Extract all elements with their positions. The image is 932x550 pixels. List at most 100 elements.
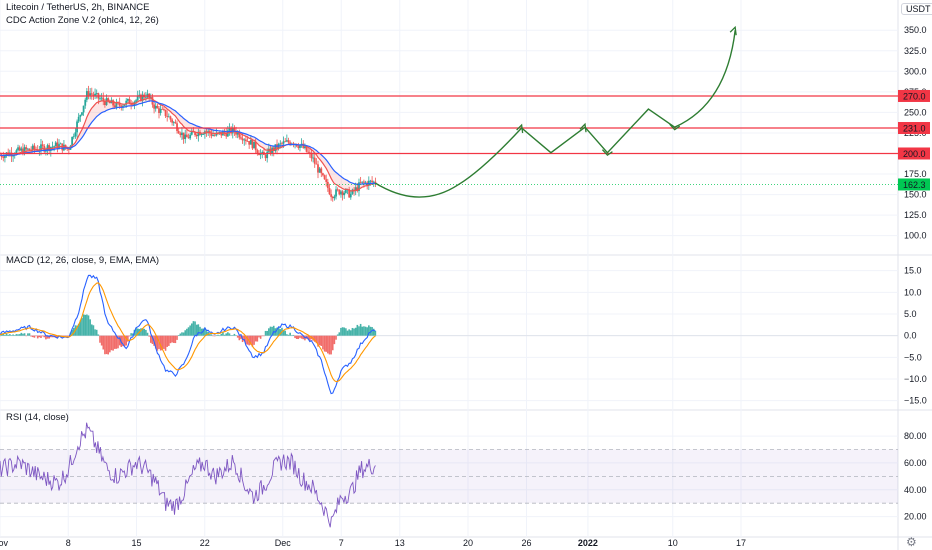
candle-body[interactable] [56,142,59,149]
candle-body[interactable] [344,189,347,193]
candle-body[interactable] [308,152,311,154]
candle-body[interactable] [77,116,80,122]
candle-body[interactable] [372,181,375,183]
candle-body[interactable] [48,145,51,151]
candle-body[interactable] [330,194,333,197]
candle-body[interactable] [15,150,18,155]
candle-body[interactable] [251,139,254,149]
rsi-pane[interactable] [0,422,898,528]
candle-body[interactable] [74,132,77,137]
candle-body[interactable] [2,156,5,158]
candle-body[interactable] [51,146,54,148]
candle-body[interactable] [166,116,169,117]
candle-body[interactable] [230,127,233,134]
candle-body[interactable] [287,140,290,143]
candle-body[interactable] [67,149,70,150]
candle-body[interactable] [174,122,177,124]
candle-body[interactable] [210,133,213,136]
candle-body[interactable] [172,122,175,124]
candle-body[interactable] [269,148,272,154]
candle-body[interactable] [246,140,249,142]
candle-body[interactable] [104,100,106,106]
candle-body[interactable] [123,104,126,106]
candle-body[interactable] [235,131,237,135]
candle-body[interactable] [231,127,234,134]
candle-body[interactable] [363,181,365,183]
candle-body[interactable] [336,189,339,191]
candle-body[interactable] [340,191,342,195]
candle-body[interactable] [118,102,121,106]
candle-body[interactable] [299,145,301,148]
candle-body[interactable] [253,141,255,149]
candle-body[interactable] [261,151,264,154]
candle-body[interactable] [154,105,157,109]
candle-body[interactable] [40,144,42,151]
candle-body[interactable] [197,131,200,137]
candle-body[interactable] [223,131,226,133]
candle-body[interactable] [126,98,129,101]
projection-path[interactable] [375,30,736,198]
candle-body[interactable] [326,181,329,189]
candle-body[interactable] [136,96,139,101]
candle-body[interactable] [26,148,29,150]
candle-body[interactable] [92,94,95,96]
candle-body[interactable] [184,134,187,140]
candle-body[interactable] [190,131,193,135]
candle-body[interactable] [54,142,57,147]
candle-body[interactable] [285,140,288,142]
candle-body[interactable] [140,94,142,101]
macd-pane[interactable] [0,274,898,395]
candle-body[interactable] [23,147,26,155]
candle-body[interactable] [281,143,283,145]
candle-body[interactable] [317,164,319,173]
currency-badge[interactable]: USDT [901,3,932,15]
candle-body[interactable] [343,192,346,196]
candle-body[interactable] [113,105,116,108]
candle-body[interactable] [179,133,182,136]
candle-body[interactable] [289,142,292,145]
candle-body[interactable] [351,189,354,194]
candle-body[interactable] [159,108,162,114]
candle-body[interactable] [128,98,131,105]
candle-body[interactable] [81,112,83,115]
candle-body[interactable] [20,148,23,151]
candle-body[interactable] [167,116,170,118]
candle-body[interactable] [333,196,336,199]
candle-body[interactable] [310,152,313,159]
candle-body[interactable] [356,187,359,191]
candle-body[interactable] [107,98,110,102]
candle-body[interactable] [272,147,275,151]
candle-body[interactable] [25,147,28,150]
candle-body[interactable] [325,179,328,182]
candle-body[interactable] [187,137,190,139]
candle-body[interactable] [213,135,216,136]
candle-body[interactable] [318,168,321,173]
candle-body[interactable] [225,132,228,137]
candle-body[interactable] [284,141,287,143]
candle-body[interactable] [369,180,372,182]
candle-body[interactable] [141,94,144,101]
candle-body[interactable] [279,143,282,145]
candle-body[interactable] [135,100,137,102]
candle-body[interactable] [195,135,198,137]
candle-body[interactable] [297,146,300,148]
candle-body[interactable] [89,93,92,96]
candle-body[interactable] [248,141,251,145]
candle-body[interactable] [33,145,36,150]
candle-body[interactable] [87,91,90,96]
candle-body[interactable] [241,138,244,141]
candle-body[interactable] [58,144,60,149]
candle-body[interactable] [90,93,93,95]
candle-body[interactable] [240,137,242,139]
candle-body[interactable] [338,189,341,195]
candle-body[interactable] [371,180,373,183]
candle-body[interactable] [335,189,337,197]
candle-body[interactable] [315,163,318,165]
candle-body[interactable] [205,131,208,133]
candle-body[interactable] [28,148,31,151]
gear-icon[interactable]: ⚙ [906,535,917,549]
candle-body[interactable] [164,109,167,117]
candle-body[interactable] [364,182,367,184]
candle-body[interactable] [156,105,159,109]
